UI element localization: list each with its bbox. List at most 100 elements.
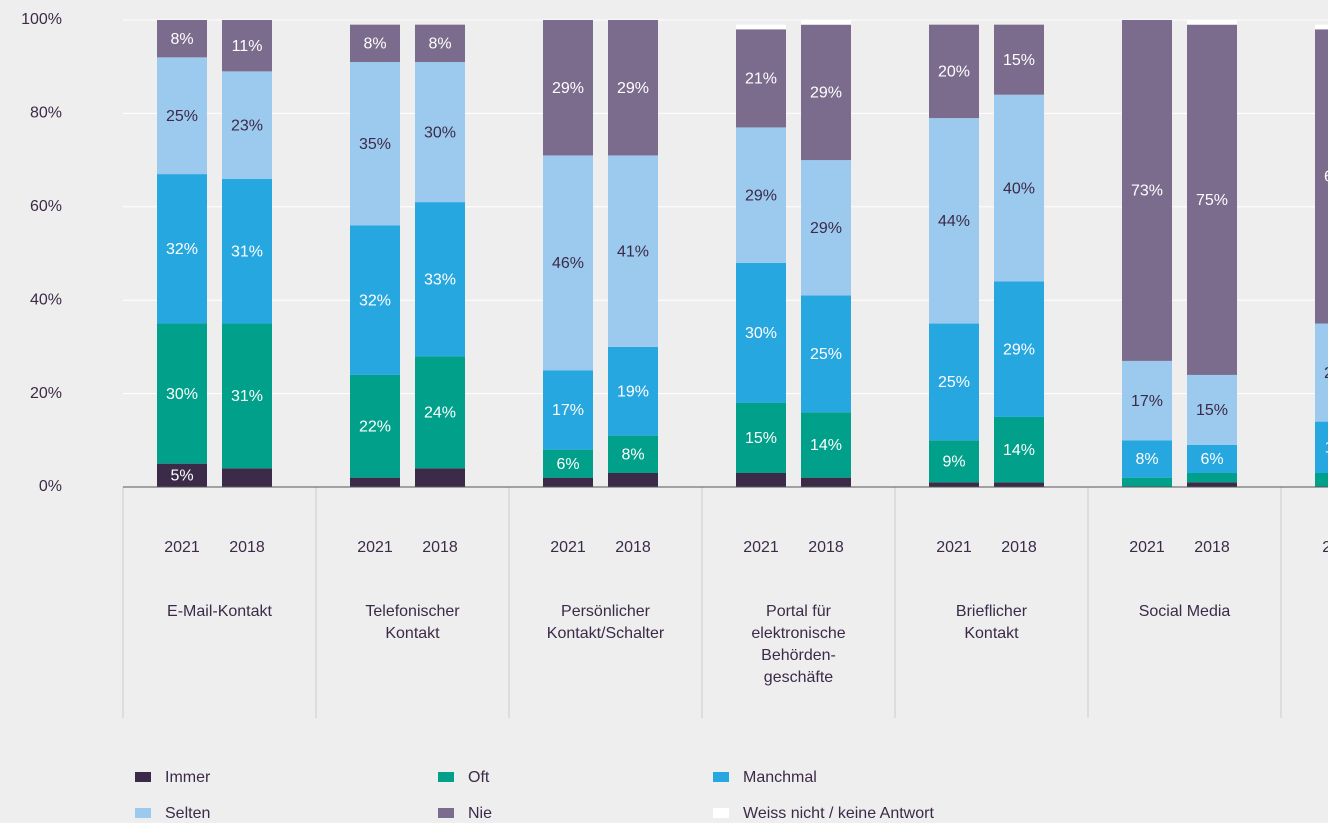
value-label: 25% <box>810 346 842 363</box>
value-label: 35% <box>359 136 391 153</box>
bar-segment <box>801 412 851 478</box>
bar-segment <box>543 449 593 478</box>
x-tick-label: 2018 <box>422 539 458 556</box>
bar-segment <box>543 477 593 487</box>
bar-segment <box>415 62 465 203</box>
y-tick-label: 80% <box>30 105 62 122</box>
value-label: 5% <box>170 468 193 485</box>
value-label: 24% <box>424 404 456 421</box>
value-label: 8% <box>621 447 644 464</box>
legend-marker <box>713 772 729 782</box>
bar-segment <box>543 20 593 156</box>
value-label: 30% <box>166 386 198 403</box>
bar-segment <box>1315 472 1328 487</box>
bar-segment <box>994 482 1044 487</box>
bar-segment <box>350 374 400 478</box>
y-tick-label: 40% <box>30 291 62 308</box>
legend-label: Weiss nicht / keine Antwort <box>743 805 934 822</box>
value-label: 9% <box>942 454 965 471</box>
bar-segment <box>415 468 465 487</box>
group-label: Portal für elektronische Behörden- gesch… <box>751 603 846 686</box>
bar-segment <box>801 20 851 25</box>
value-label: 31% <box>231 243 263 260</box>
x-tick-label: 2018 <box>1194 539 1230 556</box>
x-tick-label: 2018 <box>615 539 651 556</box>
bar-segment <box>543 370 593 450</box>
x-tick-label: 2018 <box>808 539 844 556</box>
value-label: 46% <box>552 255 584 272</box>
bar-segment <box>1315 29 1328 324</box>
value-label: 6% <box>556 456 579 473</box>
value-label: 73% <box>1131 183 1163 200</box>
value-label: 22% <box>359 419 391 436</box>
x-tick-label: 2021 <box>357 539 393 556</box>
value-label: 32% <box>166 241 198 258</box>
value-label: 11% <box>232 38 263 55</box>
value-label: 63% <box>1324 169 1328 186</box>
bar-segment <box>415 356 465 469</box>
value-label: 32% <box>359 292 391 309</box>
bar-segment <box>1187 374 1237 445</box>
value-label: 15% <box>745 430 777 447</box>
y-tick-label: 20% <box>30 385 62 402</box>
legend-marker <box>135 808 151 818</box>
value-label: 29% <box>810 85 842 102</box>
bar-segment <box>608 20 658 156</box>
value-label: 8% <box>428 36 451 53</box>
bar-segment <box>736 127 786 263</box>
legend-label: Manchmal <box>743 769 817 786</box>
value-label: 25% <box>166 108 198 125</box>
group-label: App <box>1288 601 1328 623</box>
bar-segment <box>1315 24 1328 30</box>
bar-segment <box>929 24 979 119</box>
legend-label: Oft <box>468 769 490 786</box>
y-tick-label: 0% <box>39 478 62 495</box>
value-label: 14% <box>1003 442 1035 459</box>
bar-segment <box>350 477 400 487</box>
value-label: 29% <box>552 80 584 97</box>
x-tick-label: 2021 <box>550 539 586 556</box>
bar-segment <box>222 323 272 469</box>
bar-segment <box>801 160 851 296</box>
value-label: 31% <box>231 388 263 405</box>
legend-marker <box>438 772 454 782</box>
bar-segment <box>608 155 658 347</box>
bar-segment <box>1187 20 1237 25</box>
bar-segment <box>350 24 400 63</box>
bar-segment <box>608 435 658 473</box>
value-label: 29% <box>745 187 777 204</box>
value-label: 15% <box>1003 52 1035 69</box>
x-tick-label: 2021 <box>1129 539 1165 556</box>
legend-label: Nie <box>468 805 492 822</box>
bar-segment <box>929 323 979 441</box>
x-tick-label: 2021 <box>936 539 972 556</box>
value-label: 25% <box>938 374 970 391</box>
bar-segment <box>608 346 658 436</box>
value-label: 30% <box>745 325 777 342</box>
value-label: 33% <box>424 271 456 288</box>
bar-segment <box>801 477 851 487</box>
y-tick-label: 100% <box>21 11 62 28</box>
bar-segment <box>1122 440 1172 478</box>
value-label: 8% <box>170 31 193 48</box>
value-label: 14% <box>810 437 842 454</box>
bar-segment <box>929 482 979 487</box>
bar-segment <box>994 281 1044 417</box>
value-label: 29% <box>1003 341 1035 358</box>
value-label: 19% <box>617 383 649 400</box>
legend-marker <box>713 808 729 818</box>
value-label: 11% <box>1325 440 1328 457</box>
x-tick-label: 2021 <box>743 539 779 556</box>
bar-segment <box>736 262 786 403</box>
bar-segment <box>350 62 400 226</box>
bar-segment <box>1315 421 1328 473</box>
bar-segment <box>608 472 658 487</box>
bar-segment <box>736 29 786 128</box>
bar-segment <box>736 472 786 487</box>
x-tick-label: 2018 <box>229 539 265 556</box>
bar-segment <box>736 24 786 30</box>
bar-segment <box>1122 20 1172 361</box>
value-label: 21% <box>1324 365 1328 382</box>
bar-segment <box>157 323 207 464</box>
